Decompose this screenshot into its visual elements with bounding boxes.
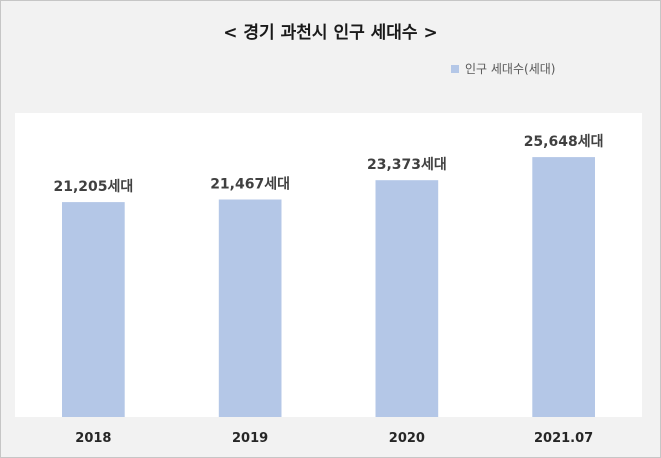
bar-2019 [218,199,282,417]
data-label-2020: 23,373세대 [367,157,447,173]
bar-2021-07 [532,157,595,417]
bar-2018 [62,202,125,417]
data-label-2019: 21,467세대 [210,177,290,193]
category-label-2020: 2020 [389,431,425,446]
data-label-2018: 21,205세대 [54,179,134,195]
legend-label: 인구 세대수(세대) [465,62,556,76]
chart-title: < 경기 과천시 인구 세대수 > [223,23,438,43]
bar-2020 [375,180,439,417]
data-label-2021-07: 25,648세대 [524,134,604,150]
legend: 인구 세대수(세대) [451,60,555,77]
legend-swatch [451,64,459,73]
category-label-2019: 2019 [232,431,268,446]
category-label-2021-07: 2021.07 [534,431,593,446]
category-label-2018: 2018 [75,431,111,446]
